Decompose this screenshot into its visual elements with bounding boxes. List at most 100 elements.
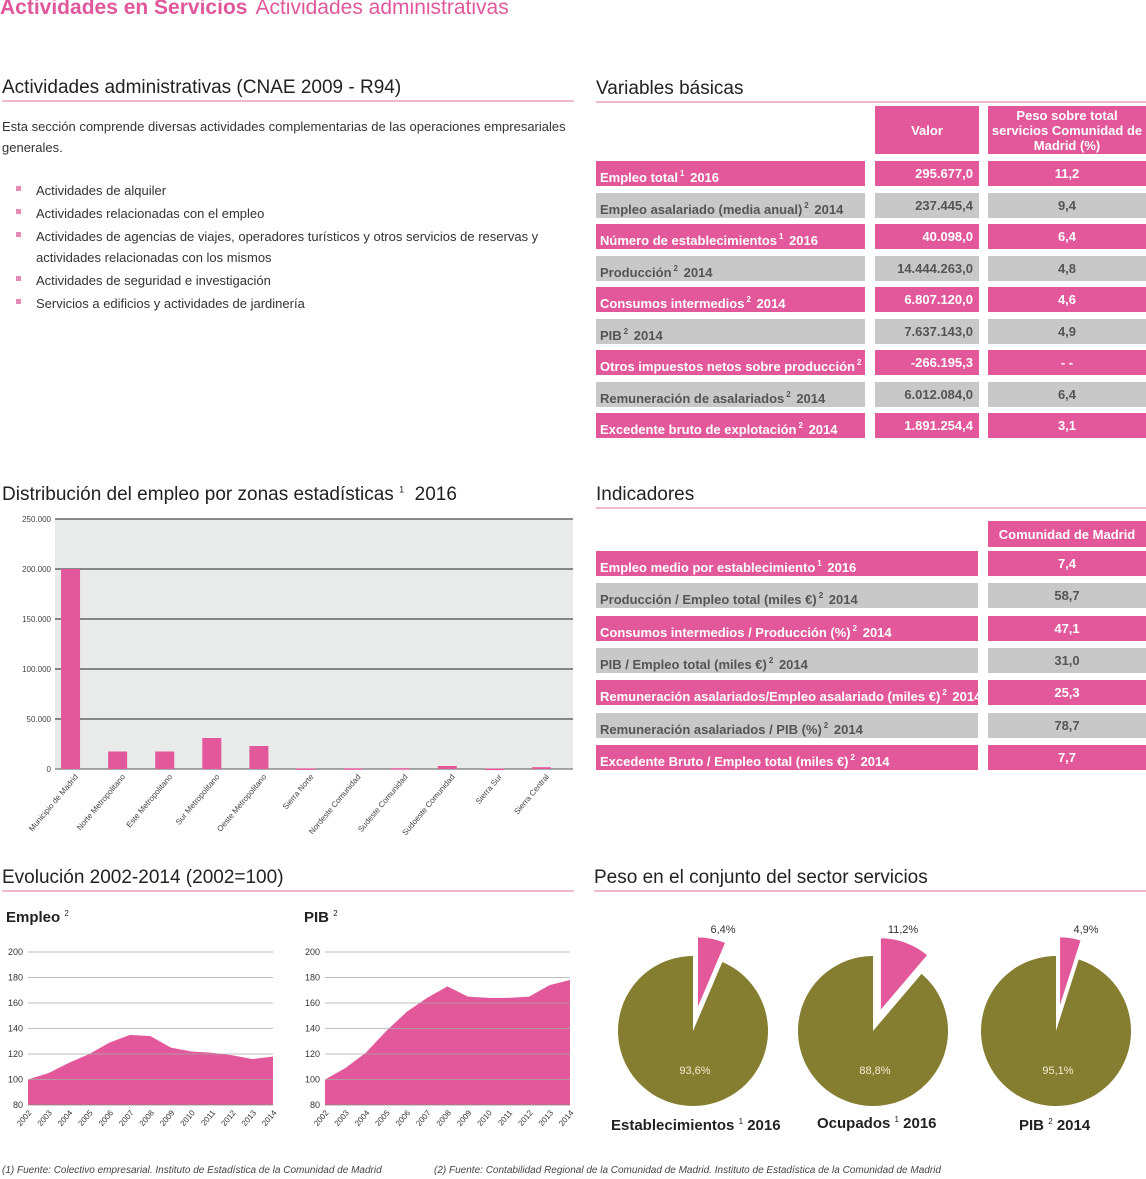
footnote-ref: 2 bbox=[823, 720, 829, 730]
page-title-bold: Actividades en Servicios bbox=[0, 0, 248, 19]
column-header-valor: Valor bbox=[875, 106, 979, 154]
indicator-value: 78,7 bbox=[988, 712, 1146, 738]
list-item: Actividades de seguridad e investigación bbox=[16, 270, 576, 291]
pie-slice-share bbox=[695, 935, 728, 1012]
y-tick-label: 180 bbox=[305, 973, 320, 983]
y-tick-label: 250.000 bbox=[22, 515, 51, 524]
empleo-chart-title: Empleo 2 bbox=[6, 909, 69, 926]
row-year: 2016 bbox=[690, 170, 720, 185]
row-year: 2014 bbox=[860, 753, 890, 769]
valor-cell: -266.195,3 bbox=[875, 350, 979, 375]
indicator-value: 7,7 bbox=[988, 744, 1146, 770]
row-label-text: Empleo medio por establecimiento bbox=[600, 560, 816, 575]
y-tick-label: 120 bbox=[305, 1049, 320, 1059]
evolucion-title: Evolución 2002-2014 (2002=100) bbox=[2, 867, 574, 892]
pie-rest-label: 95,1% bbox=[1042, 1065, 1073, 1077]
x-tick-label: 2013 bbox=[240, 1108, 259, 1128]
peso-cell: 3,1 bbox=[988, 413, 1146, 438]
row-year: 2016 bbox=[827, 560, 857, 575]
footnote-ref: 2 bbox=[673, 263, 678, 273]
valor-cell: 14.444.263,0 bbox=[875, 255, 979, 281]
list-item: Actividades de agencias de viajes, opera… bbox=[16, 226, 576, 268]
pib-chart-title: PIB 2 bbox=[304, 909, 338, 926]
x-tick-label: Sur Metropolitano bbox=[174, 772, 222, 827]
x-tick-label: 2014 bbox=[260, 1108, 279, 1128]
row-year: 2014 bbox=[862, 624, 892, 640]
row-label: Número de establecimientos 1 2016 bbox=[596, 224, 865, 249]
pie-slice-share bbox=[878, 936, 930, 1015]
pie-caption-pib: PIB 2 2014 bbox=[1019, 1117, 1091, 1134]
valor-cell: 40.098,0 bbox=[875, 224, 979, 249]
pie-share-label: 11,2% bbox=[888, 924, 919, 936]
bar bbox=[155, 751, 175, 769]
y-tick-label: 120 bbox=[8, 1049, 23, 1059]
bar bbox=[108, 751, 128, 769]
row-label-text: Consumos intermedios bbox=[600, 296, 745, 311]
footnote-ref: 2 bbox=[852, 623, 858, 633]
x-tick-label: Sierra Norte bbox=[281, 772, 316, 811]
x-tick-label: 2005 bbox=[373, 1108, 392, 1128]
peso-cell: 6,4 bbox=[988, 381, 1146, 407]
footnote-ref: 2 bbox=[850, 752, 855, 762]
page-title-light: Actividades administrativas bbox=[255, 0, 509, 19]
indicator-value: 25,3 bbox=[988, 680, 1146, 706]
row-year: 2014 bbox=[808, 422, 838, 437]
peso-cell: - - bbox=[988, 350, 1146, 375]
row-label: PIB / Empleo total (miles €) 2 2014 bbox=[596, 647, 978, 673]
row-year: 2014 bbox=[778, 656, 808, 672]
x-tick-label: 2006 bbox=[394, 1108, 413, 1128]
bar-chart: 0 50.000 100.000 150.000 200.000 250.000 Munic… bbox=[22, 515, 573, 838]
column-header-peso: Peso sobre total servicios Comunidad de … bbox=[988, 106, 1146, 154]
y-tick-label: 140 bbox=[305, 1024, 320, 1034]
footnote-ref: 1 bbox=[680, 169, 685, 178]
footnote-2: (2) Fuente: Contabilidad Regional de la … bbox=[434, 1165, 941, 1176]
footnote-ref: 2 bbox=[746, 295, 751, 304]
y-tick-label: 200.000 bbox=[22, 565, 51, 574]
x-tick-label: 2004 bbox=[353, 1108, 372, 1128]
peso-cell: 4,9 bbox=[988, 318, 1146, 344]
bar bbox=[484, 768, 504, 771]
row-label: Consumos intermedios / Producción (%) 2 2… bbox=[596, 615, 978, 641]
x-tick-label: Sierra Central bbox=[512, 772, 551, 816]
row-label-text: Remuneración asalariados/Empleo asalaria… bbox=[600, 689, 941, 705]
x-tick-label: 2010 bbox=[476, 1108, 495, 1128]
pie-rest-label: 88,8% bbox=[859, 1065, 890, 1077]
peso-cell: 11,2 bbox=[988, 161, 1146, 186]
indicator-value: 7,4 bbox=[988, 551, 1146, 576]
x-tick-label: 2005 bbox=[76, 1108, 95, 1128]
row-label: Empleo total 1 2016 bbox=[596, 161, 865, 186]
row-year: 2014 bbox=[952, 689, 978, 705]
pie-rest-label: 93,6% bbox=[679, 1065, 710, 1077]
area-series bbox=[325, 980, 570, 1105]
indicadores-title: Indicadores bbox=[596, 484, 1146, 509]
x-tick-label: 2012 bbox=[516, 1108, 535, 1128]
area-series bbox=[28, 1034, 273, 1105]
y-tick-label: 150.000 bbox=[22, 615, 51, 624]
y-tick-label: 100.000 bbox=[22, 665, 51, 674]
row-label: Remuneración de asalariados 2 2014 bbox=[596, 381, 865, 407]
row-label: Excedente bruto de explotación 2 2014 bbox=[596, 413, 865, 438]
y-tick-label: 80 bbox=[13, 1100, 23, 1110]
pie-slice-share bbox=[1058, 935, 1084, 1012]
x-tick-label: 2009 bbox=[455, 1108, 474, 1128]
x-tick-label: 2003 bbox=[333, 1108, 352, 1128]
x-tick-label: 2007 bbox=[117, 1108, 136, 1128]
y-tick-label: 160 bbox=[8, 998, 23, 1008]
x-tick-label: 2004 bbox=[56, 1108, 75, 1128]
x-tick-label: 2014 bbox=[557, 1108, 576, 1128]
y-tick-label: 160 bbox=[305, 998, 320, 1008]
variables-title: Variables básicas bbox=[596, 78, 1146, 103]
x-tick-label: Norte Metropolitano bbox=[75, 772, 127, 832]
x-tick-label: Sudoeste Comunidad bbox=[400, 773, 456, 838]
row-label: Empleo asalariado (media anual) 2 2014 bbox=[596, 192, 865, 218]
peso-cell: 4,8 bbox=[988, 255, 1146, 281]
pie-caption-establecimientos: Establecimientos 1 2016 bbox=[611, 1117, 781, 1134]
row-label: Otros impuestos netos sobre producción 2 … bbox=[596, 350, 865, 375]
bar bbox=[202, 738, 222, 769]
x-tick-label: 2006 bbox=[97, 1108, 116, 1128]
y-tick-label: 50.000 bbox=[27, 715, 52, 724]
row-year: 2014 bbox=[796, 390, 826, 406]
plot-background bbox=[55, 519, 573, 769]
peso-title: Peso en el conjunto del sector servicios bbox=[594, 867, 1146, 892]
list-item: Actividades de alquiler bbox=[16, 180, 576, 201]
